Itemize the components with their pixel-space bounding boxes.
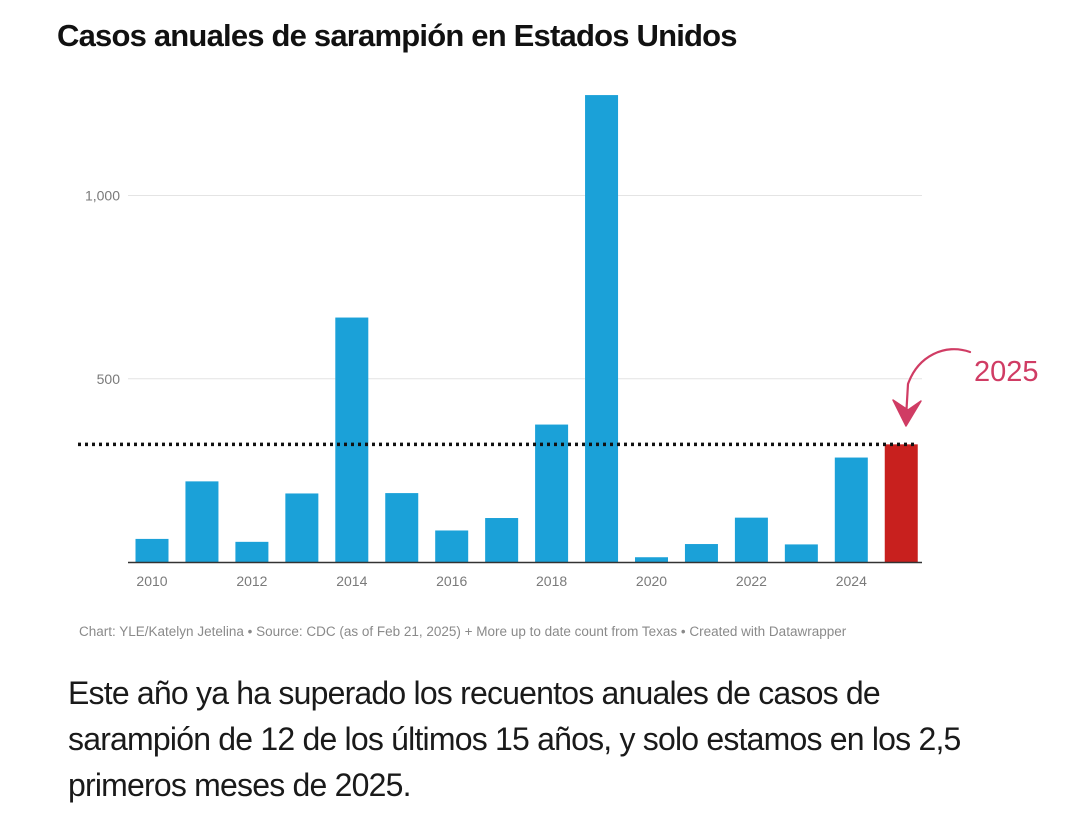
bar-2024	[834, 457, 868, 562]
grid-layer: 500 1,000	[85, 188, 922, 387]
x-tick-label: 2014	[336, 573, 367, 589]
bar-2015	[385, 493, 419, 562]
bar-2017	[485, 518, 519, 562]
bar-2020	[635, 557, 668, 562]
page-title: Casos anuales de sarampión en Estados Un…	[57, 18, 738, 53]
caption-text: Este año ya ha superado los recuentos an…	[68, 675, 961, 803]
x-tick-label: 2012	[236, 573, 267, 589]
bar-2022	[734, 517, 768, 562]
bar-2021	[684, 544, 718, 562]
x-tick-label: 2024	[836, 573, 867, 589]
bar-chart: 500 1,000 2010 2012 2014 2016 2018 2020 2022 202…	[78, 95, 1039, 589]
annotation-arrow	[904, 348, 972, 420]
y-tick-label: 1,000	[85, 188, 120, 204]
bar-2012	[235, 541, 269, 562]
y-tick-label: 500	[97, 371, 121, 387]
bar-2023	[784, 544, 818, 562]
bars-layer	[135, 95, 918, 562]
x-axis: 2010 2012 2014 2016 2018 2020 2022 2024	[128, 561, 922, 589]
x-tick-label: 2022	[736, 573, 767, 589]
annotation-arrowhead	[892, 399, 922, 427]
bar-2013	[285, 493, 319, 562]
annotation-label: 2025	[974, 356, 1039, 388]
bar-2010	[135, 538, 169, 562]
chart-source-note: Chart: YLE/Katelyn Jetelina • Source: CD…	[79, 624, 847, 639]
x-tick-label: 2020	[636, 573, 667, 589]
x-tick-label: 2016	[436, 573, 467, 589]
bar-2011	[185, 481, 219, 562]
bar-2025	[884, 444, 918, 562]
bar-2018	[535, 424, 569, 562]
x-tick-label: 2018	[536, 573, 567, 589]
bar-2014	[335, 317, 369, 562]
x-tick-label: 2010	[136, 573, 167, 589]
annotation-layer: 2025	[892, 348, 1039, 427]
bar-2016	[435, 530, 469, 562]
bar-2019	[585, 95, 619, 562]
